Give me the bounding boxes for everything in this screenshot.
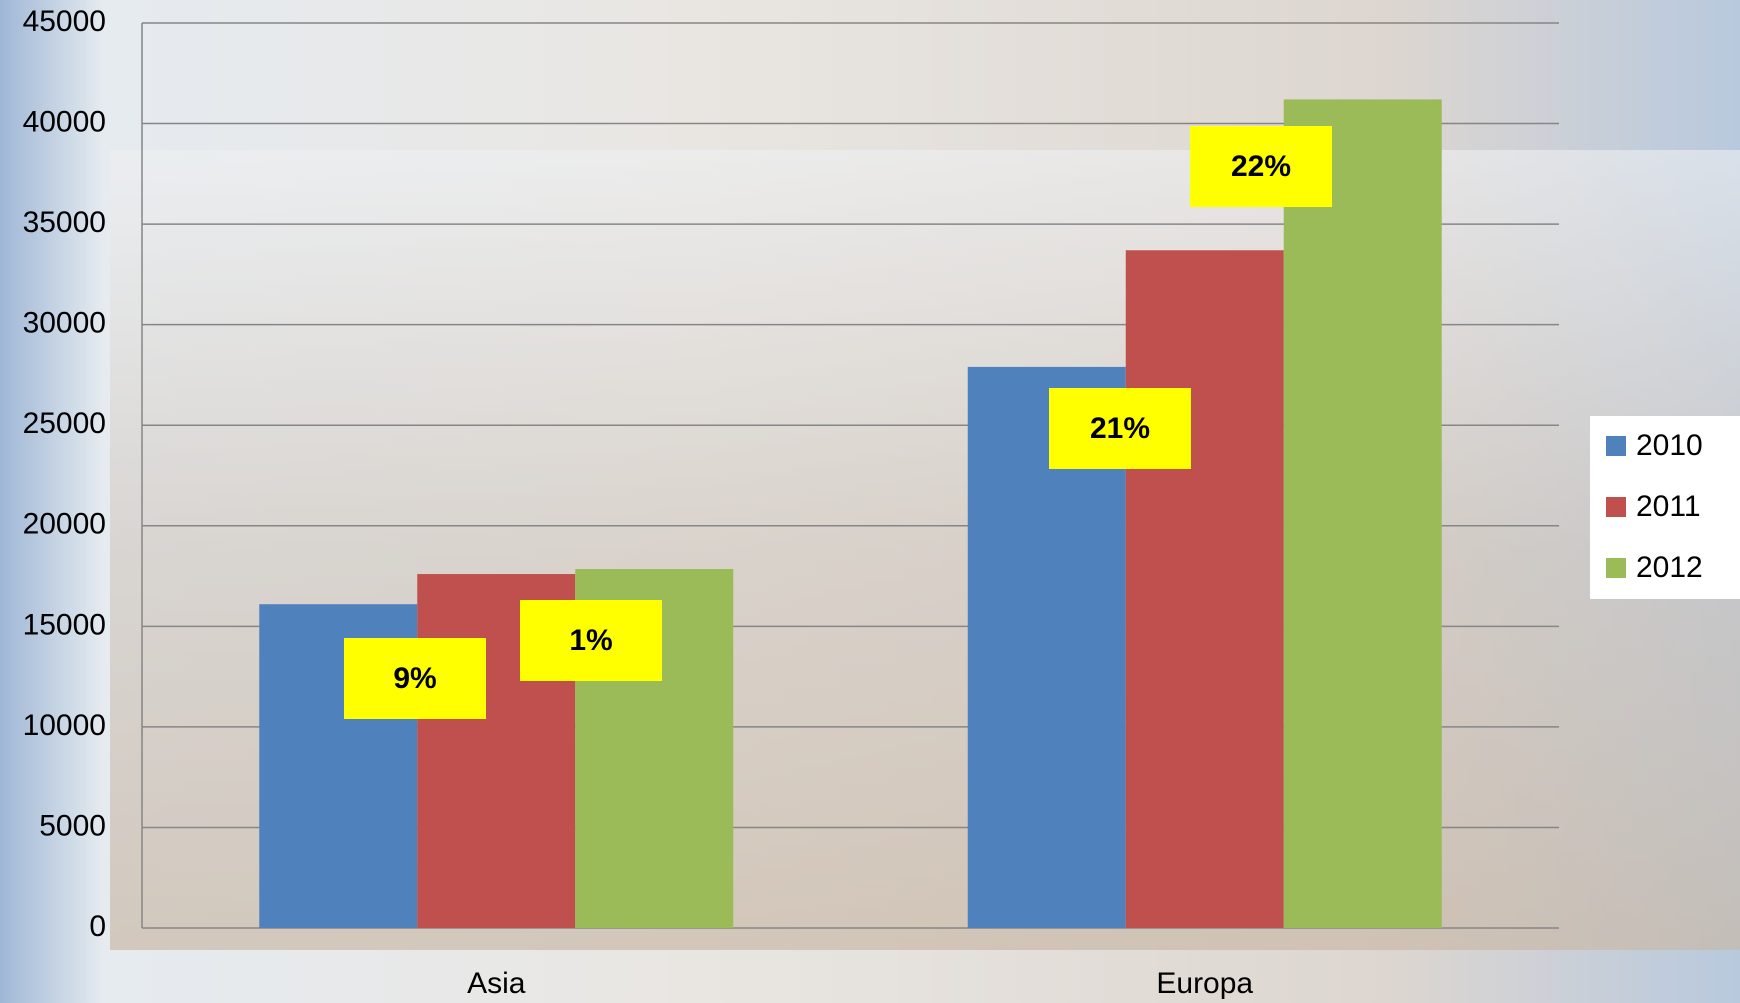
bar xyxy=(1125,250,1284,928)
annotation-box xyxy=(1049,388,1191,469)
y-tick-label: 40000 xyxy=(23,105,106,138)
y-tick-label: 35000 xyxy=(23,206,106,239)
legend-label: 2012 xyxy=(1636,551,1703,584)
y-tick-label: 30000 xyxy=(23,307,106,340)
y-tick-label: 5000 xyxy=(39,809,106,842)
annotation: 9% xyxy=(393,662,436,695)
x-tick-label: Asia xyxy=(467,967,526,1000)
y-tick-label: 10000 xyxy=(23,709,106,742)
y-tick-label: 0 xyxy=(89,910,106,943)
legend-swatch xyxy=(1606,436,1626,456)
annotation: 1% xyxy=(569,624,612,657)
annotation-box xyxy=(1190,126,1332,207)
annotation-box xyxy=(344,638,486,719)
y-tick-label: 20000 xyxy=(23,508,106,541)
y-tick-label: 25000 xyxy=(23,407,106,440)
annotation-box xyxy=(520,600,662,681)
legend-swatch xyxy=(1606,497,1626,517)
annotation: 22% xyxy=(1231,150,1291,183)
y-tick-label: 15000 xyxy=(23,608,106,641)
legend-label: 2011 xyxy=(1636,490,1701,523)
bar xyxy=(1283,99,1442,928)
annotation: 21% xyxy=(1090,412,1150,445)
legend-swatch xyxy=(1606,558,1626,578)
x-tick-label: Europa xyxy=(1156,967,1253,1000)
y-tick-label: 45000 xyxy=(23,5,106,38)
legend-label: 2010 xyxy=(1636,429,1703,462)
